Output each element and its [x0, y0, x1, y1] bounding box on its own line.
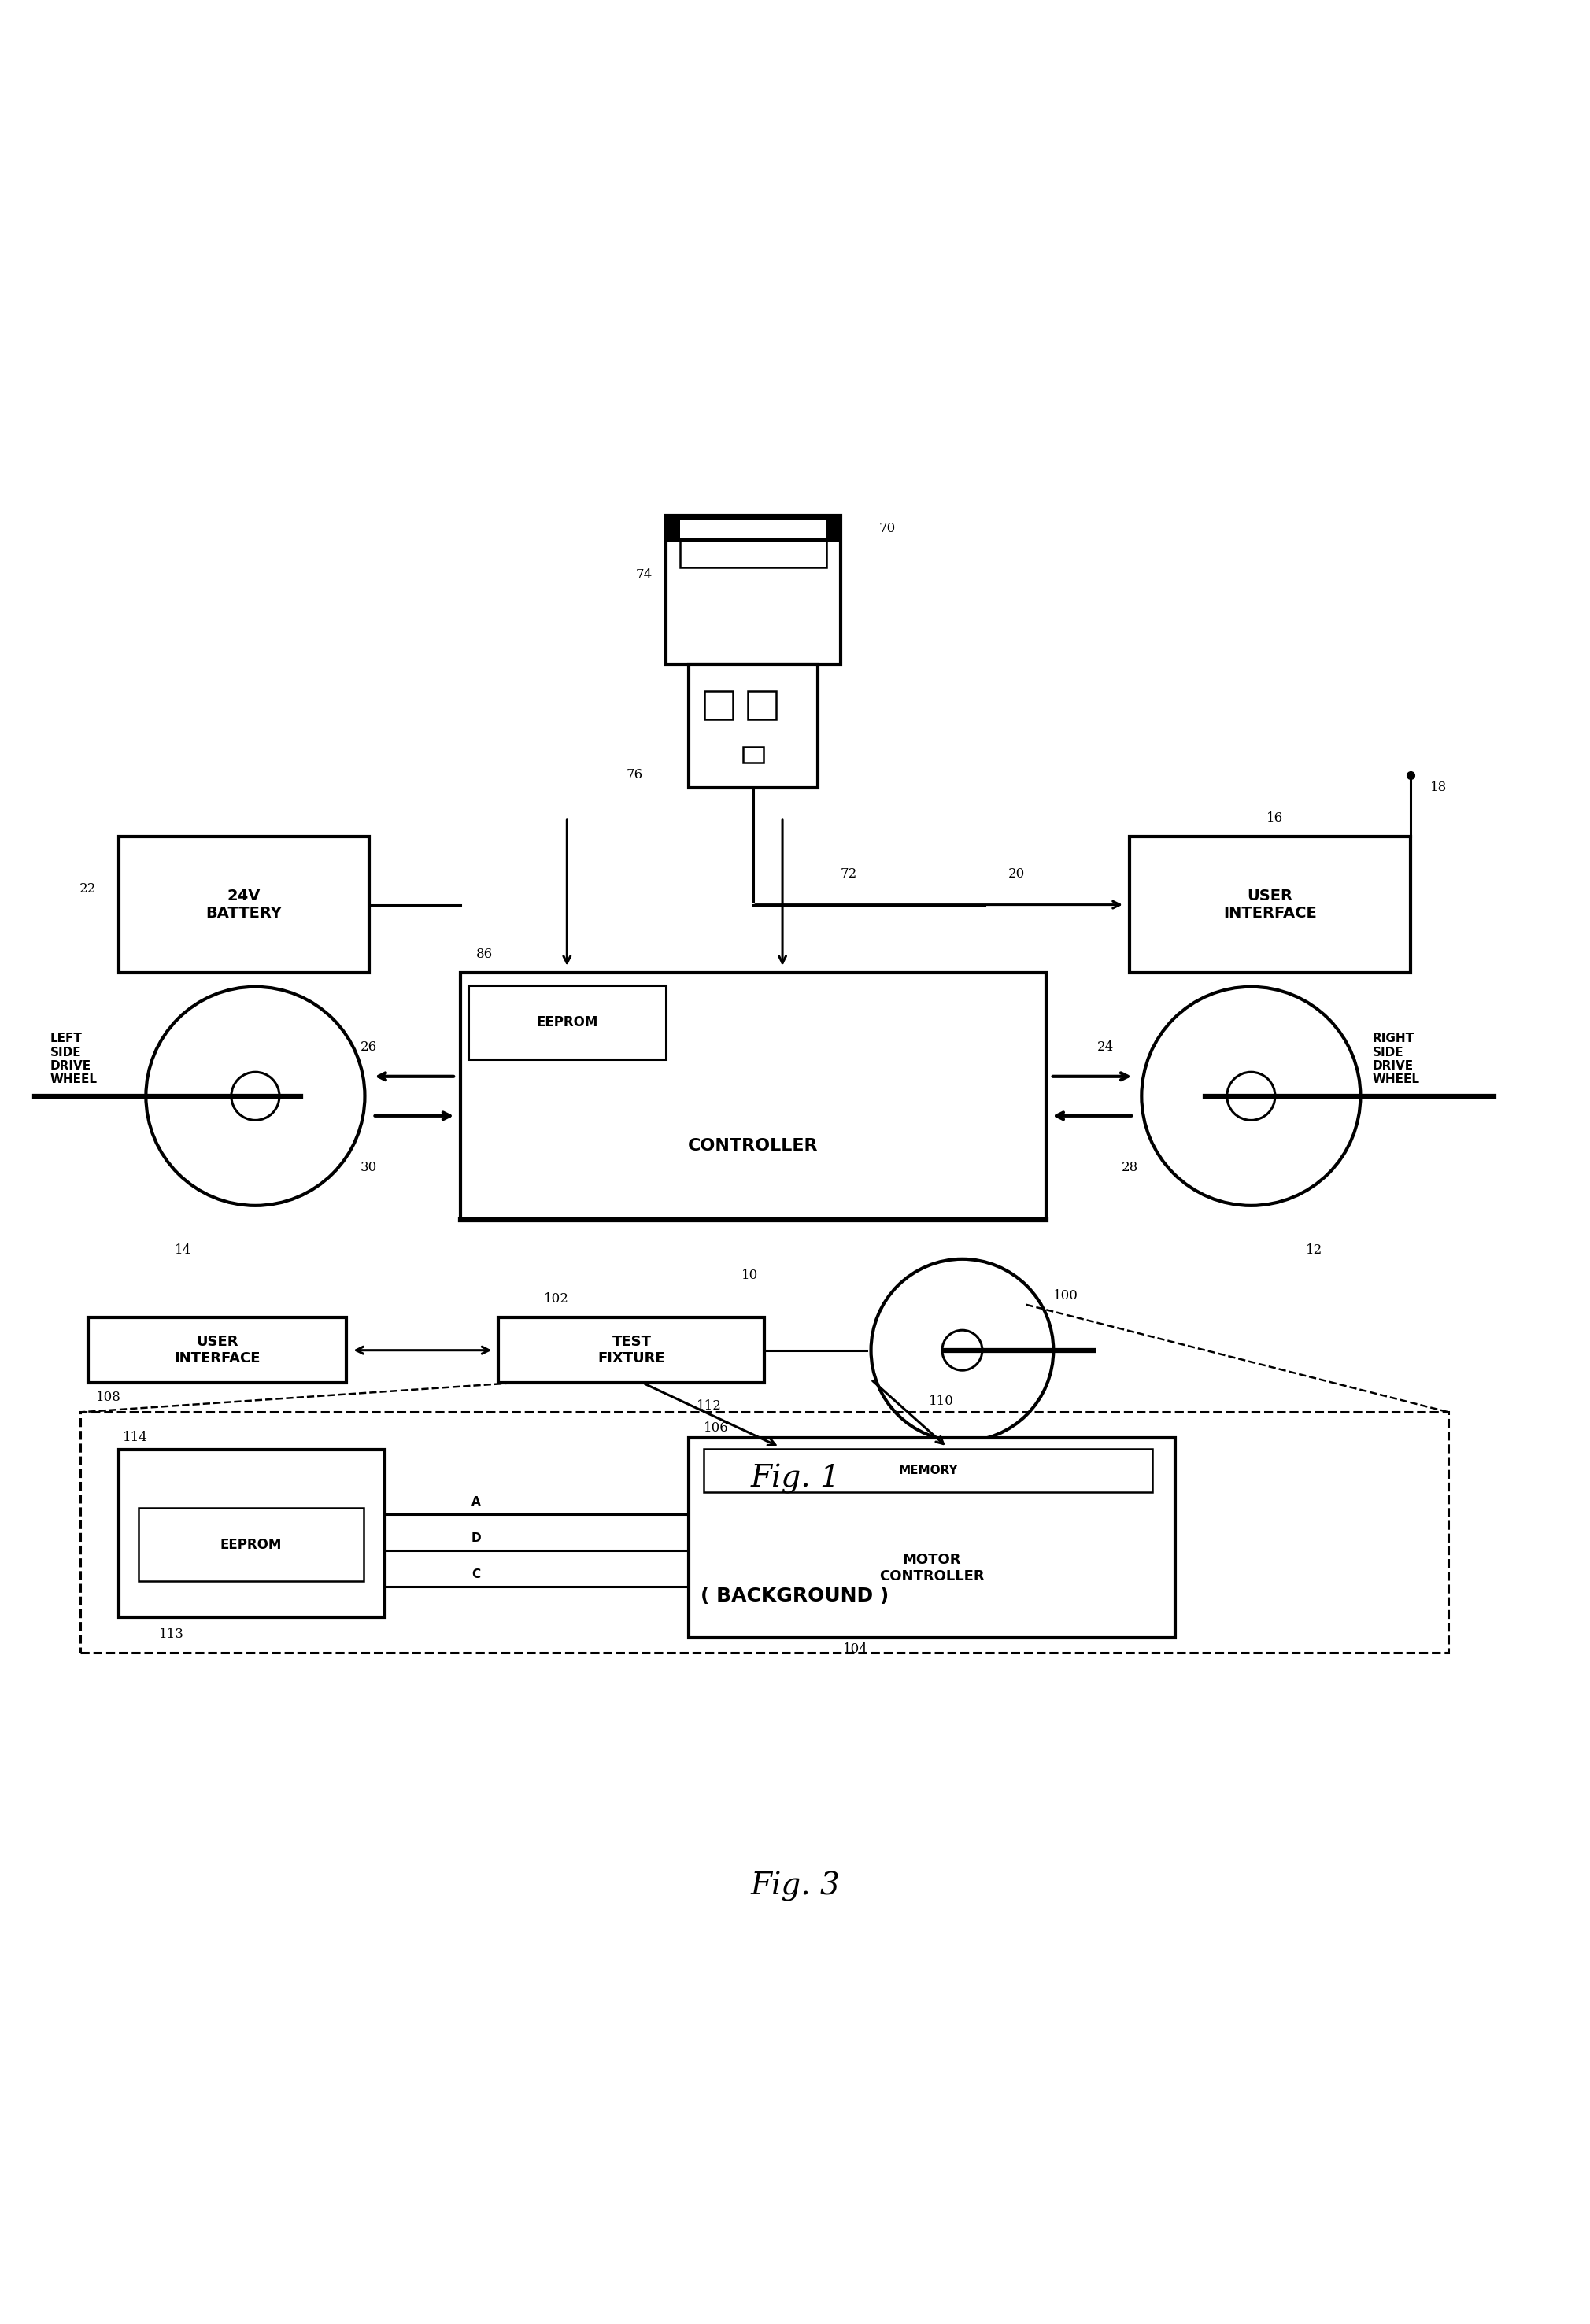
- Text: 70: 70: [879, 521, 895, 535]
- Text: TEST
FIXTURE: TEST FIXTURE: [598, 1334, 665, 1367]
- Bar: [688, 1439, 1175, 1638]
- Text: 16: 16: [1266, 811, 1283, 825]
- Bar: [119, 837, 369, 974]
- Text: EEPROM: EEPROM: [536, 1016, 598, 1030]
- Bar: [747, 690, 776, 720]
- Bar: [461, 974, 1046, 1220]
- Text: Fig. 3: Fig. 3: [750, 1871, 840, 1901]
- Text: 106: 106: [704, 1422, 728, 1434]
- Bar: [704, 1448, 1153, 1492]
- Text: 76: 76: [626, 769, 642, 781]
- Text: 24: 24: [1097, 1041, 1115, 1053]
- Text: 100: 100: [1054, 1290, 1078, 1301]
- Text: 24V
BATTERY: 24V BATTERY: [205, 888, 281, 920]
- Text: 20: 20: [1008, 867, 1024, 881]
- Text: USER
INTERFACE: USER INTERFACE: [175, 1334, 261, 1367]
- Bar: [467, 985, 666, 1060]
- Text: RIGHT
SIDE
DRIVE
WHEEL: RIGHT SIDE DRIVE WHEEL: [1372, 1032, 1420, 1085]
- Text: 112: 112: [696, 1399, 722, 1413]
- Text: 74: 74: [636, 569, 652, 581]
- Bar: [704, 690, 733, 720]
- Text: LEFT
SIDE
DRIVE
WHEEL: LEFT SIDE DRIVE WHEEL: [51, 1032, 97, 1085]
- Text: 22: 22: [80, 883, 95, 895]
- Text: MOTOR
CONTROLLER: MOTOR CONTROLLER: [879, 1552, 984, 1583]
- Text: USER
INTERFACE: USER INTERFACE: [1223, 888, 1317, 920]
- Text: 10: 10: [741, 1269, 758, 1283]
- Text: 14: 14: [175, 1243, 191, 1257]
- Text: 28: 28: [1123, 1162, 1138, 1174]
- Text: C: C: [471, 1569, 480, 1580]
- Text: D: D: [471, 1532, 480, 1543]
- Text: CONTROLLER: CONTROLLER: [688, 1139, 819, 1153]
- Text: 102: 102: [544, 1292, 569, 1306]
- Bar: [666, 516, 841, 665]
- Text: 110: 110: [929, 1394, 954, 1408]
- Text: 72: 72: [841, 867, 857, 881]
- Bar: [81, 1413, 1448, 1652]
- Bar: [743, 746, 763, 762]
- Text: A: A: [471, 1497, 480, 1508]
- Text: ( BACKGROUND ): ( BACKGROUND ): [701, 1587, 889, 1606]
- Text: 114: 114: [122, 1432, 148, 1443]
- Text: Fig. 1: Fig. 1: [750, 1464, 840, 1494]
- Text: EEPROM: EEPROM: [219, 1538, 281, 1552]
- Bar: [138, 1508, 363, 1580]
- Text: MEMORY: MEMORY: [898, 1464, 957, 1476]
- Text: 26: 26: [361, 1041, 377, 1053]
- Text: 30: 30: [361, 1162, 377, 1174]
- Text: 108: 108: [95, 1390, 121, 1404]
- Text: 113: 113: [159, 1627, 184, 1641]
- Bar: [681, 521, 827, 537]
- Text: 104: 104: [843, 1643, 868, 1655]
- Bar: [688, 665, 817, 788]
- Bar: [681, 530, 827, 567]
- Bar: [119, 1450, 385, 1618]
- Text: 12: 12: [1305, 1243, 1323, 1257]
- Text: 86: 86: [475, 948, 493, 960]
- Bar: [1129, 837, 1410, 974]
- Text: 18: 18: [1431, 781, 1447, 795]
- Bar: [666, 516, 841, 541]
- Bar: [499, 1318, 765, 1383]
- Bar: [87, 1318, 347, 1383]
